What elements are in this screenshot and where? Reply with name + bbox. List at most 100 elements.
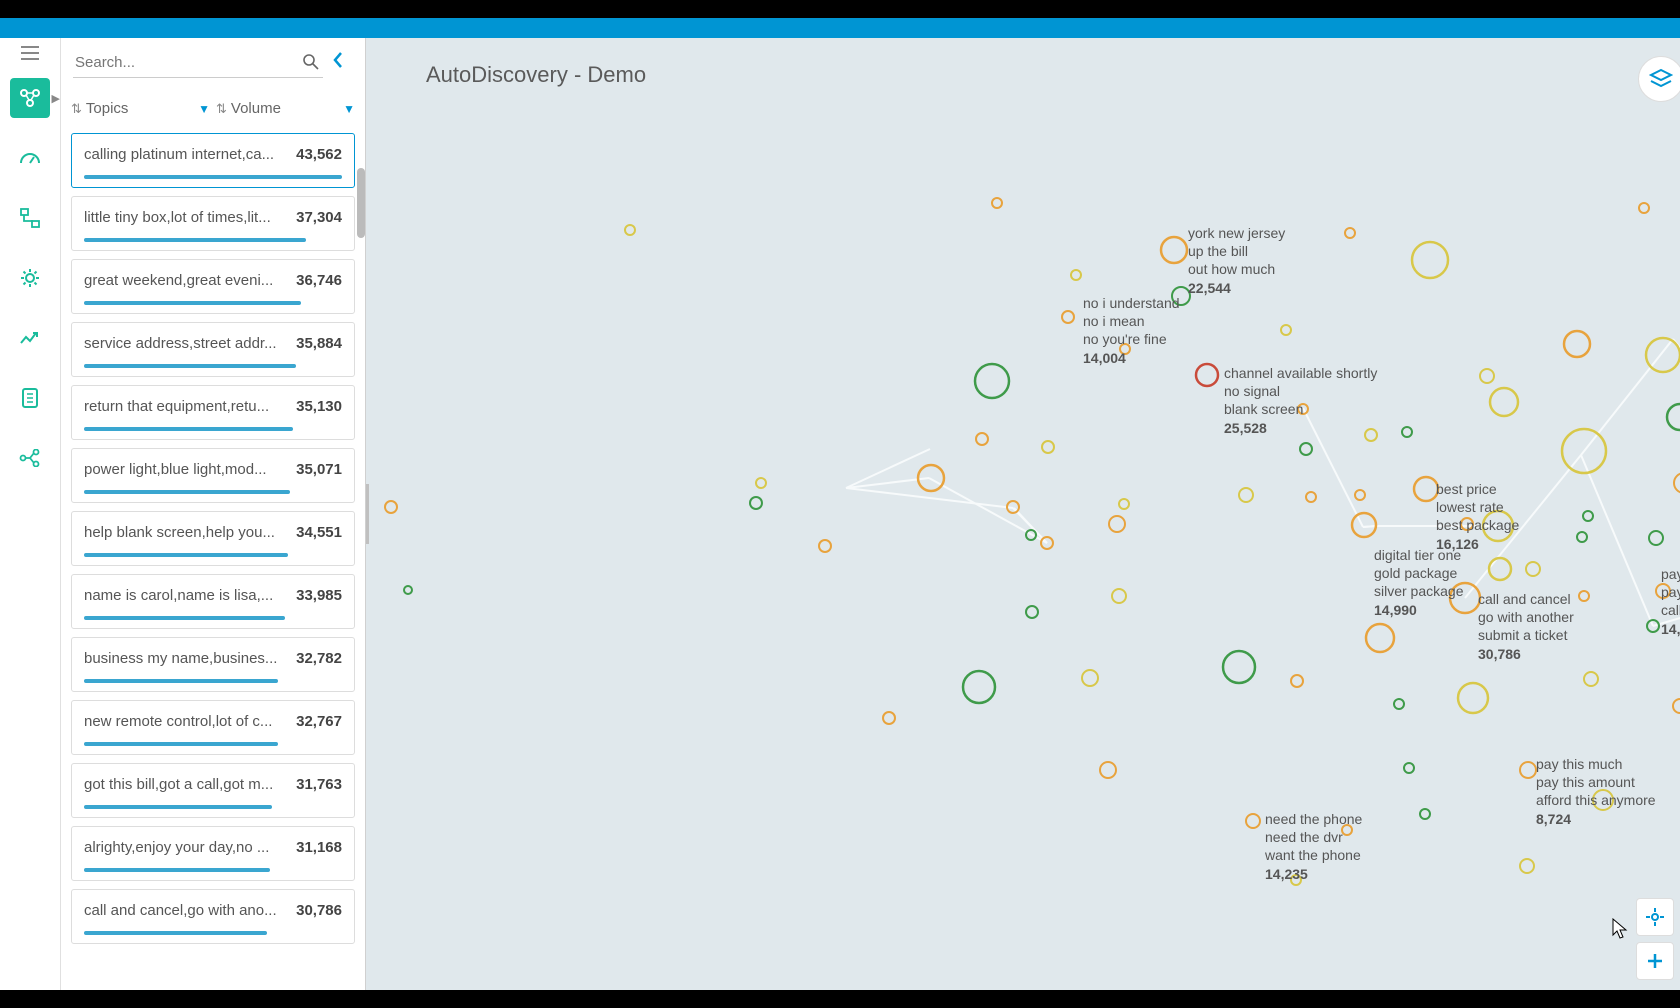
graph-node[interactable] (1100, 762, 1116, 778)
graph-node[interactable] (1520, 762, 1536, 778)
topic-card[interactable]: service address,street addr...35,884 (71, 322, 355, 377)
graph-node[interactable] (1584, 672, 1598, 686)
graph-node[interactable] (1062, 311, 1074, 323)
graph-node[interactable] (1071, 270, 1081, 280)
topic-value: 31,168 (296, 839, 342, 856)
graph-node[interactable] (1300, 443, 1312, 455)
graph-node[interactable] (756, 478, 766, 488)
graph-node[interactable] (1355, 490, 1365, 500)
graph-node[interactable] (1196, 364, 1218, 386)
graph-node[interactable] (625, 225, 635, 235)
graph-node[interactable] (1394, 699, 1404, 709)
node-label[interactable]: channel available shortlyno signalblank … (1224, 364, 1377, 437)
graph-node[interactable] (1112, 589, 1126, 603)
nav-settings[interactable] (10, 258, 50, 298)
graph-node[interactable] (1109, 516, 1125, 532)
topic-list[interactable]: calling platinum internet,ca...43,562 lit… (61, 127, 365, 990)
graph-node[interactable] (1639, 203, 1649, 213)
graph-node[interactable] (1526, 562, 1540, 576)
node-label[interactable]: best pricelowest ratebest package16,126 (1436, 480, 1519, 553)
topic-card[interactable]: call and cancel,go with ano...30,786 (71, 889, 355, 944)
topic-value: 36,746 (296, 272, 342, 289)
graph-node[interactable] (1161, 237, 1187, 263)
graph-node[interactable] (1345, 228, 1355, 238)
topic-card[interactable]: business my name,busines...32,782 (71, 637, 355, 692)
graph-node[interactable] (1082, 670, 1098, 686)
graph-node[interactable] (1489, 558, 1511, 580)
graph-node[interactable] (1026, 606, 1038, 618)
topic-card[interactable]: help blank screen,help you...34,551 (71, 511, 355, 566)
graph-node[interactable] (1352, 513, 1376, 537)
graph-node[interactable] (1646, 338, 1680, 372)
graph-node[interactable] (1583, 511, 1593, 521)
topic-card[interactable]: calling platinum internet,ca...43,562 (71, 133, 355, 188)
graph-node[interactable] (1579, 591, 1589, 601)
topic-card[interactable]: got this bill,got a call,got m...31,763 (71, 763, 355, 818)
metric-dropdown[interactable]: ⇅ Volume ▼ (216, 100, 355, 117)
graph-node[interactable] (1412, 242, 1448, 278)
graph-node[interactable] (1414, 477, 1438, 501)
topic-card[interactable]: great weekend,great eveni...36,746 (71, 259, 355, 314)
layers-button[interactable] (1638, 56, 1680, 102)
topic-value: 34,551 (296, 524, 342, 541)
graph-node[interactable] (1649, 531, 1663, 545)
graph-node[interactable] (1366, 624, 1394, 652)
topic-card[interactable]: name is carol,name is lisa,...33,985 (71, 574, 355, 629)
recenter-button[interactable] (1636, 898, 1674, 936)
zoom-in-button[interactable] (1636, 942, 1674, 980)
graph-node[interactable] (1674, 473, 1680, 493)
graph-node[interactable] (1119, 499, 1129, 509)
graph-node[interactable] (1042, 441, 1054, 453)
graph-node[interactable] (1458, 683, 1488, 713)
graph-node[interactable] (404, 586, 412, 594)
nav-discovery[interactable]: ▶ (10, 78, 50, 118)
graph-node[interactable] (750, 497, 762, 509)
node-label[interactable]: call and cancelgo with anothersubmit a t… (1478, 590, 1574, 663)
topic-label: alrighty,enjoy your day,no ... (84, 839, 284, 856)
sort-by-dropdown[interactable]: ⇅ Topics ▼ (71, 100, 210, 117)
scrollbar-thumb[interactable] (357, 168, 365, 238)
nav-docs[interactable] (10, 378, 50, 418)
graph-node[interactable] (385, 501, 397, 513)
nav-flow[interactable] (10, 198, 50, 238)
graph-node[interactable] (975, 364, 1009, 398)
graph-node[interactable] (1520, 859, 1534, 873)
nav-trends[interactable] (10, 318, 50, 358)
graph-node[interactable] (1420, 809, 1430, 819)
topic-card[interactable]: alrighty,enjoy your day,no ... 31,168 (71, 826, 355, 881)
graph-canvas[interactable]: AutoDiscovery - Demo york new jerseyup t… (366, 38, 1680, 990)
topic-card[interactable]: power light,blue light,mod...35,071 (71, 448, 355, 503)
search-box[interactable] (73, 48, 323, 78)
graph-node[interactable] (963, 671, 995, 703)
node-label[interactable]: no i understandno i meanno you're fine14… (1083, 294, 1180, 367)
graph-node[interactable] (883, 712, 895, 724)
topic-card[interactable]: return that equipment,retu...35,130 (71, 385, 355, 440)
graph-node[interactable] (1223, 651, 1255, 683)
nav-hierarchy[interactable] (10, 438, 50, 478)
node-label[interactable]: need the phoneneed the dvrwant the phone… (1265, 810, 1362, 883)
graph-node[interactable] (992, 198, 1002, 208)
graph-node[interactable] (1404, 763, 1414, 773)
graph-node[interactable] (1480, 369, 1494, 383)
graph-node[interactable] (1673, 699, 1680, 713)
graph-node[interactable] (976, 433, 988, 445)
graph-node[interactable] (1564, 331, 1590, 357)
node-label[interactable]: pay that amountpay more moneycall back a… (1661, 565, 1680, 638)
graph-node[interactable] (1246, 814, 1260, 828)
menu-icon[interactable] (0, 38, 60, 68)
graph-node[interactable] (1239, 488, 1253, 502)
node-label[interactable]: york new jerseyup the billout how much22… (1188, 224, 1285, 297)
graph-node[interactable] (819, 540, 831, 552)
graph-node[interactable] (1291, 675, 1303, 687)
graph-node[interactable] (1667, 404, 1680, 430)
node-label[interactable]: pay this muchpay this amountafford this … (1536, 755, 1656, 828)
nav-dashboard[interactable] (10, 138, 50, 178)
graph-node[interactable] (1402, 427, 1412, 437)
graph-node[interactable] (1306, 492, 1316, 502)
topic-card[interactable]: little tiny box,lot of times,lit...37,30… (71, 196, 355, 251)
topic-card[interactable]: new remote control,lot of c...32,767 (71, 700, 355, 755)
node-label[interactable]: digital tier onegold packagesilver packa… (1374, 546, 1464, 619)
graph-node[interactable] (1281, 325, 1291, 335)
graph-node[interactable] (1577, 532, 1587, 542)
graph-node[interactable] (1490, 388, 1518, 416)
